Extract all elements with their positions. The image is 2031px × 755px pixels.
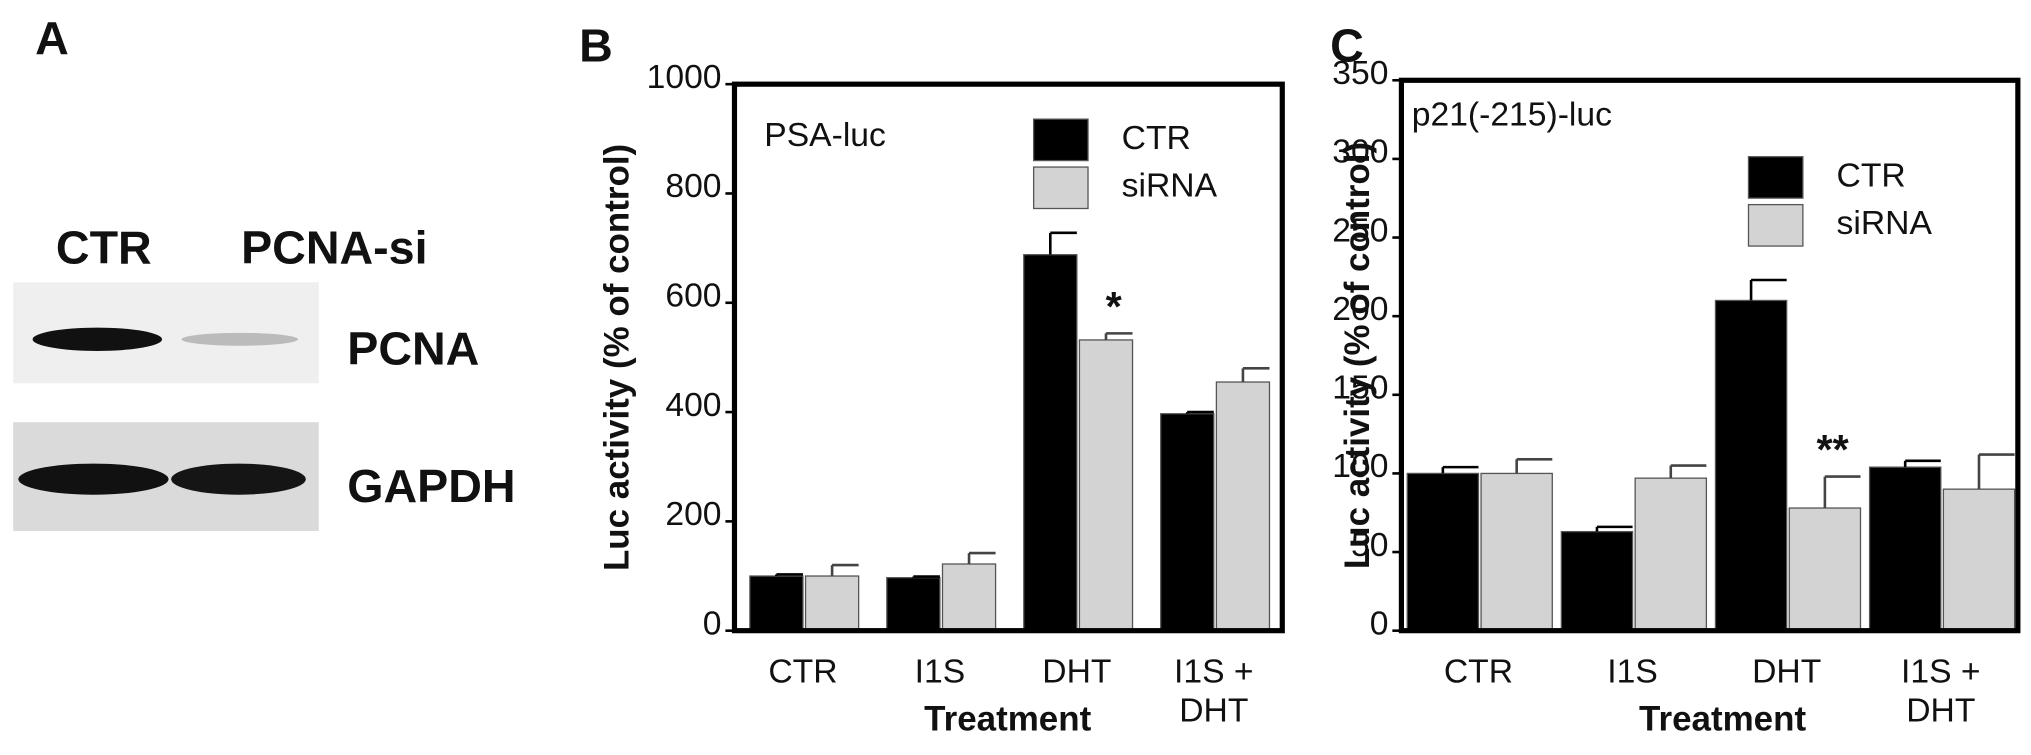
error-bar bbox=[830, 563, 859, 577]
error-bar bbox=[1823, 475, 1861, 509]
blot-row-label: PCNA bbox=[347, 323, 479, 375]
y-tick-label: 0 bbox=[703, 605, 722, 642]
error-bar bbox=[1515, 457, 1553, 474]
x-tick-label: CTR bbox=[1443, 651, 1514, 691]
bar bbox=[1160, 413, 1215, 632]
bar bbox=[1788, 507, 1862, 632]
error-bar bbox=[1595, 525, 1633, 532]
y-tick-label: 0 bbox=[1370, 605, 1389, 642]
panel-label: B bbox=[579, 20, 613, 72]
bar bbox=[749, 575, 804, 632]
panel-label: C bbox=[1330, 20, 1364, 72]
blot-band bbox=[18, 463, 169, 495]
y-axis-label: Luc activity (% of control) bbox=[597, 144, 636, 571]
error-bar bbox=[1749, 278, 1787, 301]
error-bar bbox=[1669, 464, 1707, 479]
legend-swatch bbox=[1032, 118, 1089, 162]
x-tick-label: CTR bbox=[768, 651, 838, 691]
blot-row-label: GAPDH bbox=[347, 460, 515, 512]
bar bbox=[804, 575, 860, 632]
subtitle: PSA-luc bbox=[764, 117, 886, 154]
y-tick-label: 150 bbox=[1332, 370, 1388, 407]
panel-label: A bbox=[35, 12, 69, 64]
x-tick-label: I1S bbox=[1607, 651, 1658, 691]
bar bbox=[1868, 466, 1942, 632]
legend-label: CTR bbox=[1837, 157, 1906, 194]
x-tick-label: DHT bbox=[1042, 651, 1112, 691]
blot-column-label: PCNA-si bbox=[241, 222, 427, 274]
bar bbox=[1078, 339, 1134, 632]
legend-label: CTR bbox=[1122, 120, 1191, 157]
error-bar bbox=[1903, 459, 1941, 468]
x-tick-label-box: DHT bbox=[1042, 651, 1112, 691]
x-tick-label: I1S bbox=[914, 651, 966, 691]
subtitle: p21(-215)-luc bbox=[1412, 96, 1612, 133]
legend-swatch bbox=[1032, 166, 1089, 210]
error-bar bbox=[1241, 367, 1270, 383]
y-tick-label: 600 bbox=[665, 277, 721, 314]
x-tick-label-box: I1S bbox=[914, 651, 966, 691]
y-tick-label: 50 bbox=[1351, 527, 1388, 564]
bar bbox=[1634, 477, 1708, 632]
y-tick-label: 1000 bbox=[647, 59, 722, 96]
x-axis-label: Treatment bbox=[1639, 700, 1806, 739]
x-tick-label-box: I1S bbox=[1607, 651, 1658, 691]
bar bbox=[1480, 472, 1553, 632]
bar bbox=[1942, 488, 2016, 632]
x-tick-label: I1S + DHT bbox=[1901, 651, 1981, 730]
error-bar bbox=[1185, 410, 1214, 414]
error-bar bbox=[775, 573, 803, 577]
blot-column-label: CTR bbox=[56, 222, 152, 274]
bar bbox=[941, 563, 997, 632]
plot-frame bbox=[731, 81, 1285, 634]
bar bbox=[1215, 381, 1271, 632]
bar bbox=[886, 577, 941, 632]
error-bar bbox=[967, 551, 996, 565]
x-tick-label: DHT bbox=[1752, 651, 1822, 691]
blot-band bbox=[181, 332, 299, 346]
bar bbox=[1023, 254, 1078, 632]
bar bbox=[1406, 472, 1480, 632]
x-tick-label-box: DHT bbox=[1752, 651, 1822, 691]
bar bbox=[1560, 530, 1634, 632]
blot-band bbox=[171, 463, 306, 495]
y-tick-label: 800 bbox=[665, 168, 721, 205]
legend-swatch bbox=[1747, 156, 1804, 199]
y-tick-label: 400 bbox=[665, 387, 721, 424]
error-bar bbox=[1049, 231, 1077, 255]
error-bar bbox=[1977, 453, 2015, 490]
y-tick-label: 200 bbox=[665, 496, 721, 533]
annotation: * bbox=[1106, 283, 1123, 330]
plot-frame bbox=[1398, 77, 2021, 634]
error-bar bbox=[1104, 332, 1133, 340]
y-axis-label: Luc activity (% of control) bbox=[1338, 142, 1377, 569]
legend-swatch bbox=[1747, 203, 1804, 247]
y-tick-label: 250 bbox=[1332, 212, 1388, 249]
y-tick-label: 300 bbox=[1332, 134, 1388, 171]
x-axis-label: Treatment bbox=[924, 700, 1091, 739]
x-tick-label-box: I1S + DHT bbox=[1901, 651, 1981, 730]
blot-band bbox=[32, 327, 163, 351]
error-bar bbox=[912, 575, 940, 578]
x-tick-label: I1S + DHT bbox=[1174, 651, 1254, 730]
bar bbox=[1714, 299, 1788, 632]
y-tick-label: 350 bbox=[1332, 55, 1388, 92]
y-tick-label: 100 bbox=[1332, 448, 1388, 485]
x-tick-label-box: I1S + DHT bbox=[1174, 651, 1254, 730]
annotation: ** bbox=[1817, 426, 1850, 473]
legend-label: siRNA bbox=[1122, 168, 1218, 205]
x-tick-label-box: CTR bbox=[1443, 651, 1514, 691]
y-tick-label: 200 bbox=[1332, 291, 1388, 328]
legend-label: siRNA bbox=[1837, 205, 1933, 242]
error-bar bbox=[1441, 465, 1479, 474]
x-tick-label-box: CTR bbox=[768, 651, 838, 691]
